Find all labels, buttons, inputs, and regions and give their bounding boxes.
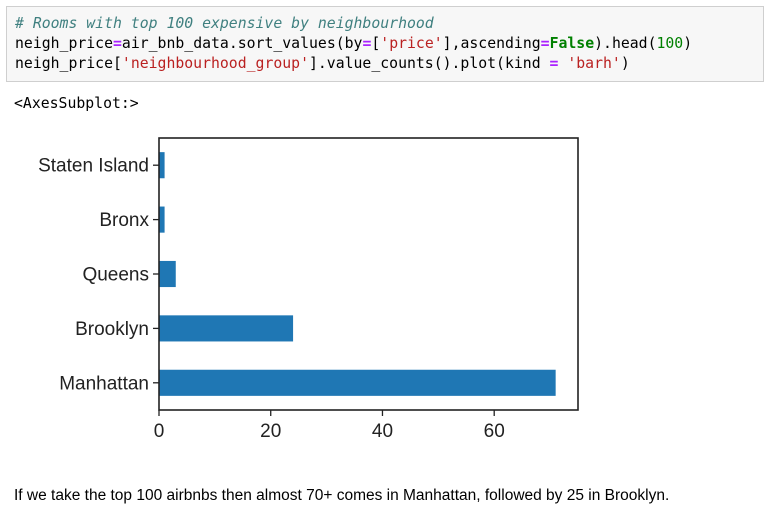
code-token: ).head(: [594, 35, 657, 52]
code-token: ],ascending: [442, 35, 541, 52]
bar: [159, 369, 556, 396]
code-token: air_bnb_data.sort_values(by: [121, 35, 363, 52]
bar: [159, 206, 165, 233]
y-tick-label: Brooklyn: [75, 319, 149, 340]
code-token: neigh_price: [15, 35, 113, 52]
code-string: 'price': [380, 35, 443, 52]
bar-chart-svg: Staten Island Bronx Queens Brooklyn Manhatta…: [38, 137, 579, 442]
code-operator: =: [113, 35, 122, 52]
y-tick-label: Staten Island: [38, 156, 149, 177]
code-operator: =: [549, 55, 559, 72]
plot-frame: [158, 137, 579, 411]
y-tick-label: Bronx: [99, 210, 149, 231]
y-tick-label: Manhattan: [59, 373, 149, 394]
y-tick-label: Queens: [82, 265, 149, 286]
code-operator: =: [362, 35, 372, 52]
code-line-comment: # Rooms with top 100 expensive by neighb…: [15, 14, 763, 34]
x-tick-label: 20: [260, 421, 281, 442]
code-token: ): [683, 35, 693, 52]
x-tick-label: 0: [154, 421, 165, 442]
code-token: ].value_counts().plot(kind: [308, 55, 550, 72]
bar: [159, 152, 165, 179]
code-string: 'neighbourhood_group': [121, 55, 309, 72]
bar: [159, 315, 294, 342]
code-token: ): [620, 55, 630, 72]
code-string: 'barh': [567, 55, 621, 72]
code-operator: =: [540, 35, 550, 52]
code-number: 100: [656, 35, 684, 52]
code-token: [: [371, 35, 381, 52]
bar-chart: Staten Island Bronx Queens Brooklyn Manhatta…: [0, 118, 772, 458]
bar: [159, 260, 176, 288]
x-tick-label: 40: [372, 421, 393, 442]
output-repr: <AxesSubplot:>: [14, 95, 139, 112]
code-comment: # Rooms with top 100 expensive by neighb…: [15, 15, 434, 32]
code-cell[interactable]: # Rooms with top 100 expensive by neighb…: [6, 6, 764, 82]
code-token: neigh_price[: [15, 55, 122, 72]
markdown-text: If we take the top 100 airbnbs then almo…: [14, 487, 670, 504]
code-line-sort: neigh_price=air_bnb_data.sort_values(by=…: [15, 34, 763, 54]
x-tick-label: 60: [484, 421, 505, 442]
code-line-plot: neigh_price['neighbourhood_group'].value…: [15, 54, 763, 74]
code-keyword: False: [549, 35, 595, 52]
